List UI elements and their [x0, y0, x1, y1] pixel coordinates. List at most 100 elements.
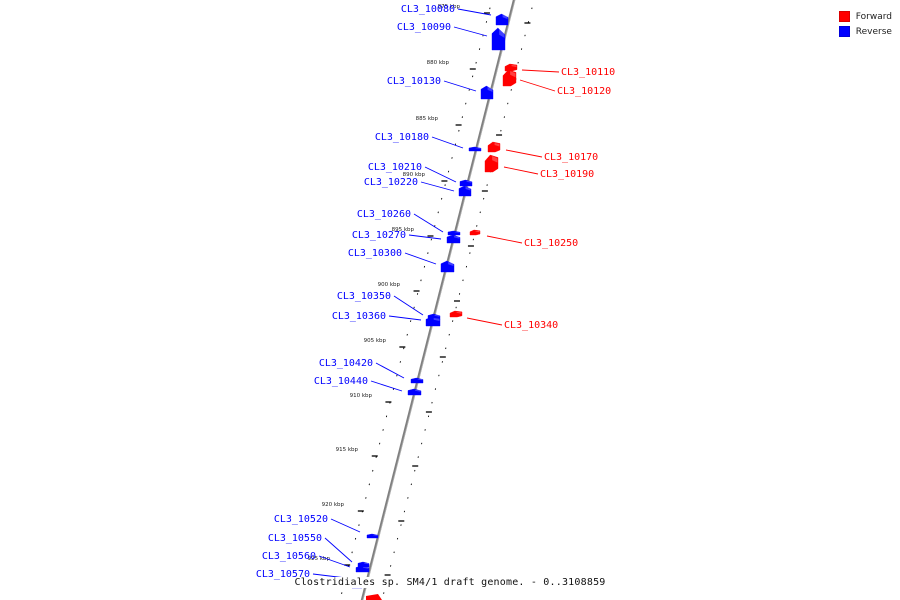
gene-label-cl3-10250: CL3_10250: [524, 238, 578, 249]
gene-label-cl3-10360: CL3_10360: [332, 311, 386, 322]
gene-glyph-shade: [415, 390, 421, 392]
gene-glyph-cl3-10090: [491, 27, 506, 51]
gene-leader-cl3-10110: [521, 69, 560, 73]
gene-glyph-cl3-10340: [449, 310, 463, 318]
gene-glyph-cl3-10250: [469, 229, 481, 236]
gene-glyph-shade: [494, 143, 500, 147]
gene-leader-cl3-10130: [443, 80, 477, 92]
scale-tick-label: 900 kbp: [378, 282, 401, 288]
gene-glyph-cl3-10080: [495, 13, 509, 26]
gene-label-cl3-10090: CL3_10090: [397, 22, 451, 33]
legend-label-forward: Forward: [855, 11, 892, 22]
gene-label-cl3-10350: CL3_10350: [337, 291, 391, 302]
gene-label-cl3-10550: CL3_10550: [268, 533, 322, 544]
gene-leader-cl3-10190: [503, 166, 539, 175]
gene-label-cl3-10520: CL3_10520: [274, 514, 328, 525]
genome-caption: Clostridiales sp. SM4/1 draft genome. - …: [292, 577, 608, 588]
gene-label-cl3-10560: CL3_10560: [262, 551, 316, 562]
gene-glyph-cl3-10270: [446, 234, 461, 244]
gene-label-cl3-10110: CL3_10110: [561, 67, 615, 78]
gene-label-cl3-10190: CL3_10190: [540, 169, 594, 180]
gene-glyph-shade: [499, 29, 505, 38]
gene-label-cl3-10180: CL3_10180: [375, 132, 429, 143]
gene-glyph-cl3-10130: [480, 85, 494, 100]
gene-glyph-shade: [448, 262, 454, 266]
genome-caption-wrap: Clostridiales sp. SM4/1 draft genome. - …: [0, 577, 900, 588]
gene-glyph-shade: [510, 71, 516, 78]
gene-glyph-shade: [466, 181, 472, 183]
gene-glyph-cl3-10110: [504, 63, 518, 72]
gene-glyph-cl3-10120: [502, 69, 517, 87]
gene-glyph-cl3-10550: [357, 561, 370, 568]
gene-glyph-shade: [364, 563, 369, 565]
gene-glyph-cl3-10180: [468, 146, 482, 152]
scale-tick-label: 890 kbp: [403, 172, 426, 178]
gene-glyph-cl3-10260: [447, 230, 461, 236]
gene-glyph-shade: [454, 236, 460, 239]
gene-leader-cl3-10300: [404, 252, 437, 265]
gene-glyph-cl3-10300: [440, 260, 455, 273]
scale-tick-label: 895 kbp: [392, 227, 415, 233]
gene-label-cl3-10210: CL3_10210: [368, 162, 422, 173]
gene-glyph-shade: [363, 567, 369, 569]
gene-glyph-shade: [434, 315, 440, 317]
gene-leader-cl3-10250: [486, 235, 523, 244]
gene-label-cl3-10340: CL3_10340: [504, 320, 558, 331]
reverse-swatch: [838, 26, 850, 37]
gene-glyph-shade: [492, 156, 498, 163]
scale-tick-label: 885 kbp: [416, 116, 439, 122]
scale-tick-label: 875 kbp: [438, 4, 461, 10]
scale-tick-label: 880 kbp: [427, 60, 450, 66]
gene-leader-cl3-10260: [413, 213, 444, 233]
gene-label-cl3-10260: CL3_10260: [357, 209, 411, 220]
legend-item-reverse: Reverse: [838, 24, 892, 39]
scale-tick-label: 925 kbp: [308, 556, 331, 562]
gene-leader-cl3-10520: [330, 518, 361, 533]
gene-glyph-shade: [511, 65, 517, 68]
gene-leader-cl3-10120: [519, 79, 556, 92]
gene-glyph-cl3-10220: [458, 185, 472, 197]
gene-glyph-partial: [366, 594, 382, 600]
scale-tick-label: 920 kbp: [322, 502, 345, 508]
gene-label-cl3-10120: CL3_10120: [557, 86, 611, 97]
gene-leader-cl3-10090: [453, 26, 488, 37]
gene-label-cl3-10300: CL3_10300: [348, 248, 402, 259]
forward-swatch: [838, 11, 850, 22]
gene-leader-cl3-10180: [431, 136, 464, 149]
gene-glyph-cl3-10360: [425, 316, 441, 327]
gene-label-cl3-10220: CL3_10220: [364, 177, 418, 188]
gene-glyph-cl3-10420: [410, 377, 424, 384]
gene-glyph-cl3-10560: [355, 565, 370, 573]
gene-glyph-shade: [433, 318, 440, 322]
gene-leader-cl3-10360: [388, 315, 422, 321]
gene-leader-cl3-10080: [457, 8, 492, 16]
gene-glyph-shade: [475, 231, 480, 233]
gene-leader-cl3-10220: [420, 181, 455, 192]
gene-leader-cl3-10550: [324, 537, 353, 563]
gene-label-cl3-10130: CL3_10130: [387, 76, 441, 87]
scale-tick-label: 915 kbp: [336, 447, 359, 453]
gene-glyph-shade: [465, 187, 471, 191]
gene-leader-cl3-10350: [393, 295, 424, 316]
gene-label-cl3-10440: CL3_10440: [314, 376, 368, 387]
gene-leader-cl3-10440: [370, 380, 403, 392]
gene-leader-cl3-10420: [375, 362, 405, 379]
gene-glyph-shade: [475, 147, 481, 149]
gene-leader-cl3-10210: [424, 166, 457, 183]
gene-glyph-shade: [373, 534, 378, 536]
scale-tick-label: 910 kbp: [350, 393, 373, 399]
gene-glyph-cl3-10440: [407, 388, 422, 396]
legend-item-forward: Forward: [838, 9, 892, 24]
gene-label-cl3-10420: CL3_10420: [319, 358, 373, 369]
gene-glyph-cl3-10210: [459, 179, 473, 187]
gene-glyph-shade: [487, 87, 493, 92]
gene-leader-cl3-10560: [318, 555, 351, 568]
gene-glyph-shade: [454, 231, 460, 233]
gene-leader-cl3-10340: [466, 317, 503, 326]
gene-glyph-cl3-10170: [487, 141, 501, 153]
gene-label-cl3-10570: CL3_10570: [256, 569, 310, 580]
gene-leader-cl3-10170: [505, 149, 543, 158]
gene-glyph-cl3-10190: [484, 154, 499, 173]
gene-leader-cl3-10270: [408, 234, 442, 240]
